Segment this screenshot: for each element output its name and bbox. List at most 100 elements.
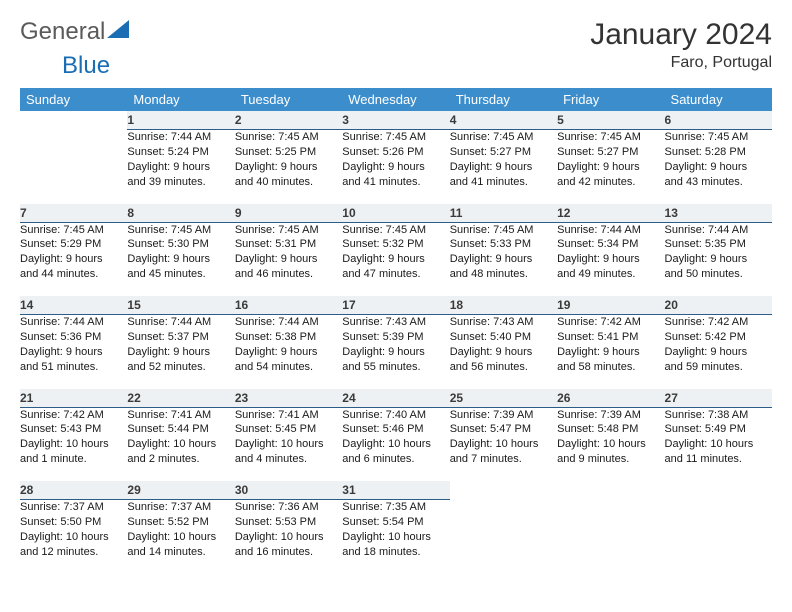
daylight-text: and 4 minutes.	[235, 452, 342, 467]
sunrise-text: Sunrise: 7:45 AM	[557, 130, 664, 145]
day-number: 21	[20, 391, 33, 405]
day-number: 31	[342, 483, 355, 497]
sunrise-text: Sunrise: 7:38 AM	[665, 408, 772, 423]
daylight-text: Daylight: 10 hours	[20, 530, 127, 545]
day-number-cell: 7	[20, 204, 127, 223]
sunset-text: Sunset: 5:54 PM	[342, 515, 449, 530]
daylight-text: Daylight: 9 hours	[127, 252, 234, 267]
day-number-cell	[557, 481, 664, 500]
sunset-text: Sunset: 5:27 PM	[557, 145, 664, 160]
day-info: Sunrise: 7:42 AMSunset: 5:42 PMDaylight:…	[665, 315, 772, 374]
weekday-header: Wednesday	[342, 88, 449, 111]
day-info: Sunrise: 7:45 AMSunset: 5:29 PMDaylight:…	[20, 223, 127, 282]
daylight-text: and 41 minutes.	[450, 175, 557, 190]
daylight-text: Daylight: 10 hours	[450, 437, 557, 452]
day-info-cell: Sunrise: 7:44 AMSunset: 5:38 PMDaylight:…	[235, 315, 342, 389]
daylight-text: and 54 minutes.	[235, 360, 342, 375]
daylight-text: and 50 minutes.	[665, 267, 772, 282]
day-info-cell: Sunrise: 7:45 AMSunset: 5:30 PMDaylight:…	[127, 222, 234, 296]
day-info: Sunrise: 7:45 AMSunset: 5:27 PMDaylight:…	[450, 130, 557, 189]
daylight-text: and 12 minutes.	[20, 545, 127, 560]
day-info-cell: Sunrise: 7:36 AMSunset: 5:53 PMDaylight:…	[235, 500, 342, 574]
day-info: Sunrise: 7:44 AMSunset: 5:35 PMDaylight:…	[665, 223, 772, 282]
sunset-text: Sunset: 5:45 PM	[235, 422, 342, 437]
day-info-cell	[450, 500, 557, 574]
day-info: Sunrise: 7:43 AMSunset: 5:39 PMDaylight:…	[342, 315, 449, 374]
calendar-body: 123456Sunrise: 7:44 AMSunset: 5:24 PMDay…	[20, 111, 772, 574]
daylight-text: Daylight: 9 hours	[20, 345, 127, 360]
sunset-text: Sunset: 5:44 PM	[127, 422, 234, 437]
day-number-cell: 12	[557, 204, 664, 223]
day-number-cell: 21	[20, 389, 127, 408]
sunrise-text: Sunrise: 7:42 AM	[20, 408, 127, 423]
day-info-cell: Sunrise: 7:45 AMSunset: 5:25 PMDaylight:…	[235, 130, 342, 204]
day-info-cell: Sunrise: 7:45 AMSunset: 5:33 PMDaylight:…	[450, 222, 557, 296]
daylight-text: and 40 minutes.	[235, 175, 342, 190]
day-info: Sunrise: 7:45 AMSunset: 5:33 PMDaylight:…	[450, 223, 557, 282]
day-info: Sunrise: 7:41 AMSunset: 5:44 PMDaylight:…	[127, 408, 234, 467]
sunset-text: Sunset: 5:47 PM	[450, 422, 557, 437]
sunset-text: Sunset: 5:27 PM	[450, 145, 557, 160]
sunrise-text: Sunrise: 7:42 AM	[665, 315, 772, 330]
day-info: Sunrise: 7:45 AMSunset: 5:27 PMDaylight:…	[557, 130, 664, 189]
month-title: January 2024	[590, 18, 772, 52]
daylight-text: Daylight: 9 hours	[235, 345, 342, 360]
daylight-text: and 51 minutes.	[20, 360, 127, 375]
sunrise-text: Sunrise: 7:37 AM	[20, 500, 127, 515]
sunrise-text: Sunrise: 7:40 AM	[342, 408, 449, 423]
day-info: Sunrise: 7:37 AMSunset: 5:52 PMDaylight:…	[127, 500, 234, 559]
sunset-text: Sunset: 5:24 PM	[127, 145, 234, 160]
day-info-cell	[20, 130, 127, 204]
info-row: Sunrise: 7:44 AMSunset: 5:24 PMDaylight:…	[20, 130, 772, 204]
day-number: 10	[342, 206, 355, 220]
day-number: 17	[342, 298, 355, 312]
daylight-text: and 43 minutes.	[665, 175, 772, 190]
daylight-text: Daylight: 9 hours	[342, 160, 449, 175]
daylight-text: Daylight: 10 hours	[20, 437, 127, 452]
day-number-cell: 9	[235, 204, 342, 223]
day-info: Sunrise: 7:45 AMSunset: 5:28 PMDaylight:…	[665, 130, 772, 189]
sunset-text: Sunset: 5:50 PM	[20, 515, 127, 530]
daylight-text: and 6 minutes.	[342, 452, 449, 467]
day-info: Sunrise: 7:44 AMSunset: 5:37 PMDaylight:…	[127, 315, 234, 374]
day-info: Sunrise: 7:44 AMSunset: 5:24 PMDaylight:…	[127, 130, 234, 189]
day-number-cell: 3	[342, 111, 449, 130]
day-info-cell: Sunrise: 7:44 AMSunset: 5:34 PMDaylight:…	[557, 222, 664, 296]
calendar-table: Sunday Monday Tuesday Wednesday Thursday…	[20, 88, 772, 574]
day-info: Sunrise: 7:38 AMSunset: 5:49 PMDaylight:…	[665, 408, 772, 467]
daynum-row: 21222324252627	[20, 389, 772, 408]
daylight-text: and 47 minutes.	[342, 267, 449, 282]
day-number-cell	[665, 481, 772, 500]
info-row: Sunrise: 7:45 AMSunset: 5:29 PMDaylight:…	[20, 222, 772, 296]
day-number-cell: 31	[342, 481, 449, 500]
sunrise-text: Sunrise: 7:45 AM	[665, 130, 772, 145]
weekday-header: Saturday	[665, 88, 772, 111]
day-number-cell: 28	[20, 481, 127, 500]
daynum-row: 123456	[20, 111, 772, 130]
sunrise-text: Sunrise: 7:45 AM	[235, 130, 342, 145]
sunset-text: Sunset: 5:39 PM	[342, 330, 449, 345]
sunrise-text: Sunrise: 7:45 AM	[342, 130, 449, 145]
day-number-cell: 20	[665, 296, 772, 315]
day-info-cell: Sunrise: 7:43 AMSunset: 5:39 PMDaylight:…	[342, 315, 449, 389]
day-number: 28	[20, 483, 33, 497]
logo-line2: Blue	[62, 52, 792, 80]
daylight-text: and 46 minutes.	[235, 267, 342, 282]
sunset-text: Sunset: 5:43 PM	[20, 422, 127, 437]
day-number: 8	[127, 206, 134, 220]
sunset-text: Sunset: 5:34 PM	[557, 237, 664, 252]
daylight-text: Daylight: 9 hours	[450, 252, 557, 267]
weekday-header: Tuesday	[235, 88, 342, 111]
sunset-text: Sunset: 5:42 PM	[665, 330, 772, 345]
day-number: 22	[127, 391, 140, 405]
day-number-cell: 18	[450, 296, 557, 315]
sunset-text: Sunset: 5:31 PM	[235, 237, 342, 252]
daylight-text: and 55 minutes.	[342, 360, 449, 375]
day-info-cell: Sunrise: 7:37 AMSunset: 5:52 PMDaylight:…	[127, 500, 234, 574]
day-info: Sunrise: 7:35 AMSunset: 5:54 PMDaylight:…	[342, 500, 449, 559]
day-number-cell: 8	[127, 204, 234, 223]
daylight-text: Daylight: 9 hours	[127, 160, 234, 175]
sunset-text: Sunset: 5:52 PM	[127, 515, 234, 530]
day-info: Sunrise: 7:45 AMSunset: 5:26 PMDaylight:…	[342, 130, 449, 189]
day-info: Sunrise: 7:44 AMSunset: 5:38 PMDaylight:…	[235, 315, 342, 374]
